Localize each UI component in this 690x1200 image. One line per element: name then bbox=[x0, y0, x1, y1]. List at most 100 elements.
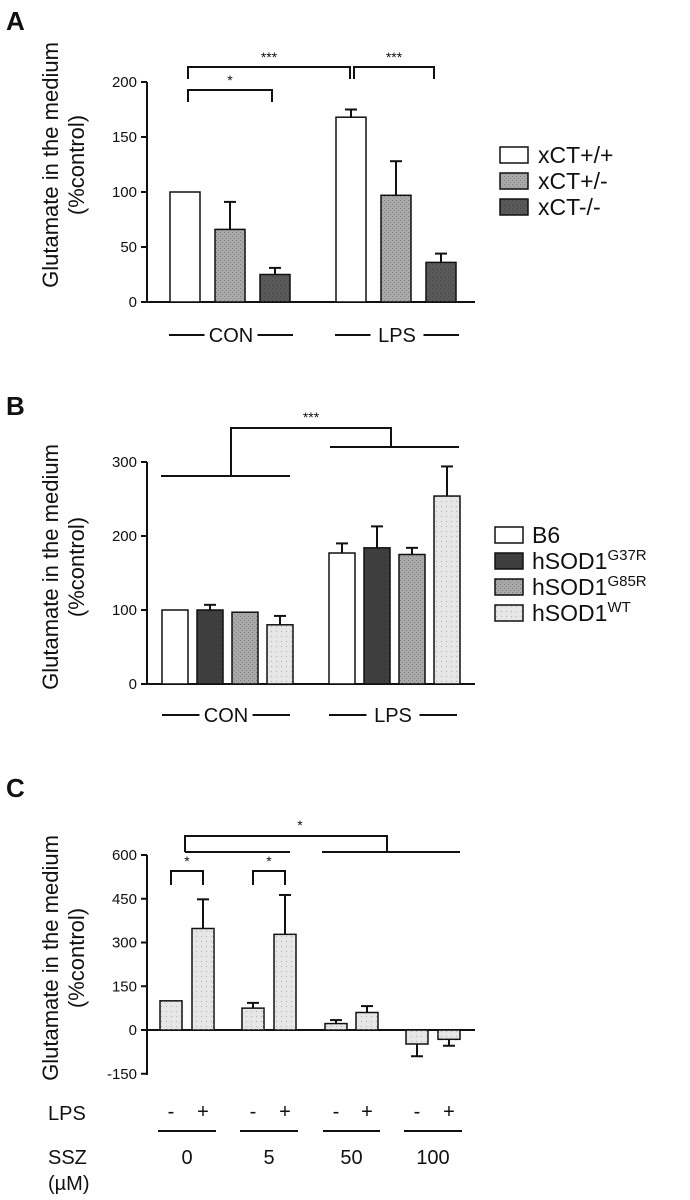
legend-a-label-0: xCT+/+ bbox=[538, 142, 613, 168]
sig-bracket-a-1-line bbox=[187, 89, 273, 102]
error-bar-a-lps-2 bbox=[435, 252, 447, 263]
bar-c-ssz0-lps-minus-texture bbox=[160, 1000, 182, 1030]
legend-b-swatch-2 bbox=[494, 578, 524, 596]
y-tick-label: 0 bbox=[129, 1022, 137, 1039]
y-axis-label-line1: Glutamate in the medium bbox=[38, 835, 63, 1081]
group-label-text: LPS bbox=[374, 705, 412, 727]
bar-b-con-3 bbox=[266, 624, 294, 685]
sig-bracket-c-3: * bbox=[184, 817, 460, 853]
bar-b-lps-1 bbox=[363, 547, 391, 685]
lps-plus-sign: + bbox=[197, 1101, 209, 1123]
error-bar-c-ssz5-lps-plus bbox=[279, 893, 291, 935]
bar-b-lps-0-body bbox=[328, 552, 356, 685]
bar-b-lps-2-texture bbox=[399, 554, 425, 684]
sig-bracket-b-label: *** bbox=[303, 409, 320, 425]
lps-minus-sign: - bbox=[250, 1101, 257, 1123]
bar-a-lps-2-texture bbox=[426, 262, 456, 302]
bar-a-con-0 bbox=[169, 191, 201, 303]
legend-b-label-3: hSOD1WT bbox=[532, 599, 631, 626]
bar-a-lps-0 bbox=[335, 116, 367, 303]
y-tick-label: 200 bbox=[112, 74, 137, 91]
legend-b-label-main: hSOD1 bbox=[532, 574, 607, 600]
legend-b-label-sup: G85R bbox=[607, 573, 646, 590]
y-axis-label: Glutamate in the medium (%control) bbox=[38, 42, 89, 288]
error-bar-a-con-1 bbox=[224, 200, 236, 230]
panel-b: B Glutamate in the medium (%control) 0 100 20… bbox=[6, 391, 647, 727]
y-tick-label: 150 bbox=[112, 978, 137, 995]
bar-b-lps-3 bbox=[433, 495, 461, 685]
error-bar-c-ssz100-lps-minus bbox=[411, 1044, 423, 1058]
group-label-lps: LPS bbox=[335, 325, 459, 347]
error-bar-a-con-2 bbox=[269, 266, 281, 275]
group-label-text: CON bbox=[204, 705, 248, 727]
bar-a-lps-1-texture bbox=[381, 195, 411, 302]
legend-b-swatch-2-texture bbox=[495, 579, 523, 595]
error-bar-c-ssz50-lps-minus bbox=[330, 1019, 342, 1024]
bar-b-lps-0 bbox=[328, 552, 356, 685]
x-label-ssz-line1: SSZ bbox=[48, 1147, 87, 1169]
error-bar-b-lps-1 bbox=[371, 525, 383, 548]
bar-c-ssz5-lps-plus-texture bbox=[274, 934, 296, 1030]
sig-bracket-a-2-line bbox=[187, 66, 351, 79]
legend-b-swatch-1-texture bbox=[495, 553, 523, 569]
bar-a-con-0-body bbox=[169, 191, 201, 303]
sig-bracket-b-line bbox=[230, 427, 392, 476]
legend-b-swatch-0 bbox=[494, 526, 524, 544]
error-bar-b-lps-2 bbox=[406, 546, 418, 555]
bar-c-ssz5-lps-minus bbox=[241, 1007, 265, 1031]
bar-a-con-1 bbox=[214, 228, 246, 303]
bar-a-con-2-texture bbox=[260, 274, 290, 302]
y-axis-a: 0 50 100 150 200 bbox=[112, 74, 148, 311]
bar-b-con-2-texture bbox=[232, 612, 258, 684]
group-label-con: CON bbox=[162, 705, 290, 727]
bar-b-con-3-texture bbox=[267, 624, 293, 684]
x-label-lps: LPS bbox=[48, 1103, 86, 1125]
bar-b-lps-2 bbox=[398, 553, 426, 685]
group-label-lps: LPS bbox=[329, 705, 457, 727]
legend-a-swatch-2-texture bbox=[500, 199, 528, 215]
bar-c-ssz0-lps-minus bbox=[159, 1000, 183, 1031]
bar-a-lps-1 bbox=[380, 194, 412, 303]
y-axis-label-line2: (%control) bbox=[64, 517, 89, 617]
legend-b-label-2: hSOD1G85R bbox=[532, 573, 647, 600]
error-bar-a-lps-1 bbox=[390, 160, 402, 196]
y-axis-label-line1: Glutamate in the medium bbox=[38, 444, 63, 690]
lps-minus-sign: - bbox=[414, 1101, 421, 1123]
bar-c-ssz5-lps-minus-texture bbox=[242, 1008, 264, 1030]
error-bar-b-lps-0 bbox=[336, 542, 348, 554]
legend-a-swatch-1 bbox=[499, 172, 529, 190]
error-bar-c-ssz5-lps-minus bbox=[247, 1001, 259, 1009]
sig-bracket-c-2: * bbox=[252, 853, 286, 885]
bar-c-ssz100-lps-minus-texture bbox=[406, 1030, 428, 1044]
legend-b-label-0: B6 bbox=[532, 522, 560, 548]
bar-c-ssz50-lps-minus bbox=[324, 1022, 348, 1031]
legend-b-swatch-3 bbox=[494, 604, 524, 622]
error-bar-c-ssz100-lps-plus bbox=[443, 1039, 455, 1047]
lps-minus-sign: - bbox=[333, 1101, 340, 1123]
bar-a-con-2 bbox=[259, 273, 291, 303]
sig-bracket-c-1: * bbox=[170, 853, 204, 885]
error-bar-c-ssz50-lps-plus bbox=[361, 1005, 373, 1013]
bar-c-ssz100-lps-plus-texture bbox=[438, 1030, 460, 1040]
error-bar-c-ssz0-lps-plus bbox=[197, 898, 209, 929]
y-tick-label: 300 bbox=[112, 454, 137, 471]
legend-a: xCT+/+xCT+/-xCT-/- bbox=[499, 142, 613, 220]
sig-bracket-a-2: *** bbox=[187, 49, 351, 79]
legend-b-swatch-3-texture bbox=[495, 605, 523, 621]
legend-b-swatch-0-body bbox=[494, 526, 524, 544]
y-axis-label-line2: (%control) bbox=[64, 908, 89, 1008]
y-tick-label: 300 bbox=[112, 935, 137, 952]
bar-b-con-2 bbox=[231, 611, 259, 685]
y-axis-b: 0 100 200 300 bbox=[112, 454, 148, 693]
legend-b-swatch-1 bbox=[494, 552, 524, 570]
group-label-con: CON bbox=[169, 325, 293, 347]
sig-bracket-c-2-line bbox=[252, 870, 286, 885]
legend-a-swatch-0 bbox=[499, 146, 529, 164]
lps-minus-sign: - bbox=[168, 1101, 175, 1123]
y-axis-label: Glutamate in the medium (%control) bbox=[38, 835, 89, 1081]
legend-b-label-sup: WT bbox=[607, 599, 630, 616]
x-label-ssz-line2: (µM) bbox=[48, 1173, 90, 1195]
